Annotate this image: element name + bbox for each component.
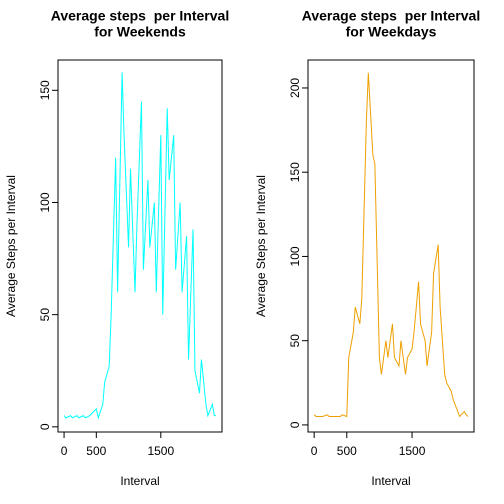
y-tick-label: 150 [288, 162, 302, 182]
y-tick-label: 0 [38, 423, 52, 430]
plot-box [57, 59, 223, 433]
y-tick-label: 200 [288, 78, 302, 98]
chart-title: for Weekdays [346, 24, 437, 40]
x-tick-label: 1500 [147, 444, 174, 458]
y-axis-label: Average Steps per Interval [254, 175, 268, 317]
y-tick-label: 100 [288, 246, 302, 266]
x-tick-label: 500 [337, 444, 357, 458]
y-tick-label: 50 [38, 308, 52, 322]
data-line [63, 72, 216, 420]
chart-title: for Weekends [94, 24, 186, 40]
chart-title: Average steps per Interval [51, 8, 229, 24]
y-tick-label: 150 [38, 80, 52, 100]
y-tick-label: 0 [288, 421, 302, 428]
x-axis-label: Interval [371, 474, 410, 488]
data-line [313, 72, 469, 418]
x-axis-label: Interval [120, 474, 159, 488]
plot-box [307, 59, 475, 433]
chart-title: Average steps per Interval [302, 8, 480, 24]
y-tick-label: 50 [288, 334, 302, 348]
x-tick-label: 500 [86, 444, 106, 458]
x-tick-label: 0 [61, 444, 68, 458]
y-axis-label: Average Steps per Interval [4, 175, 18, 317]
x-tick-label: 1500 [399, 444, 426, 458]
y-tick-label: 100 [38, 192, 52, 212]
x-tick-label: 0 [311, 444, 318, 458]
